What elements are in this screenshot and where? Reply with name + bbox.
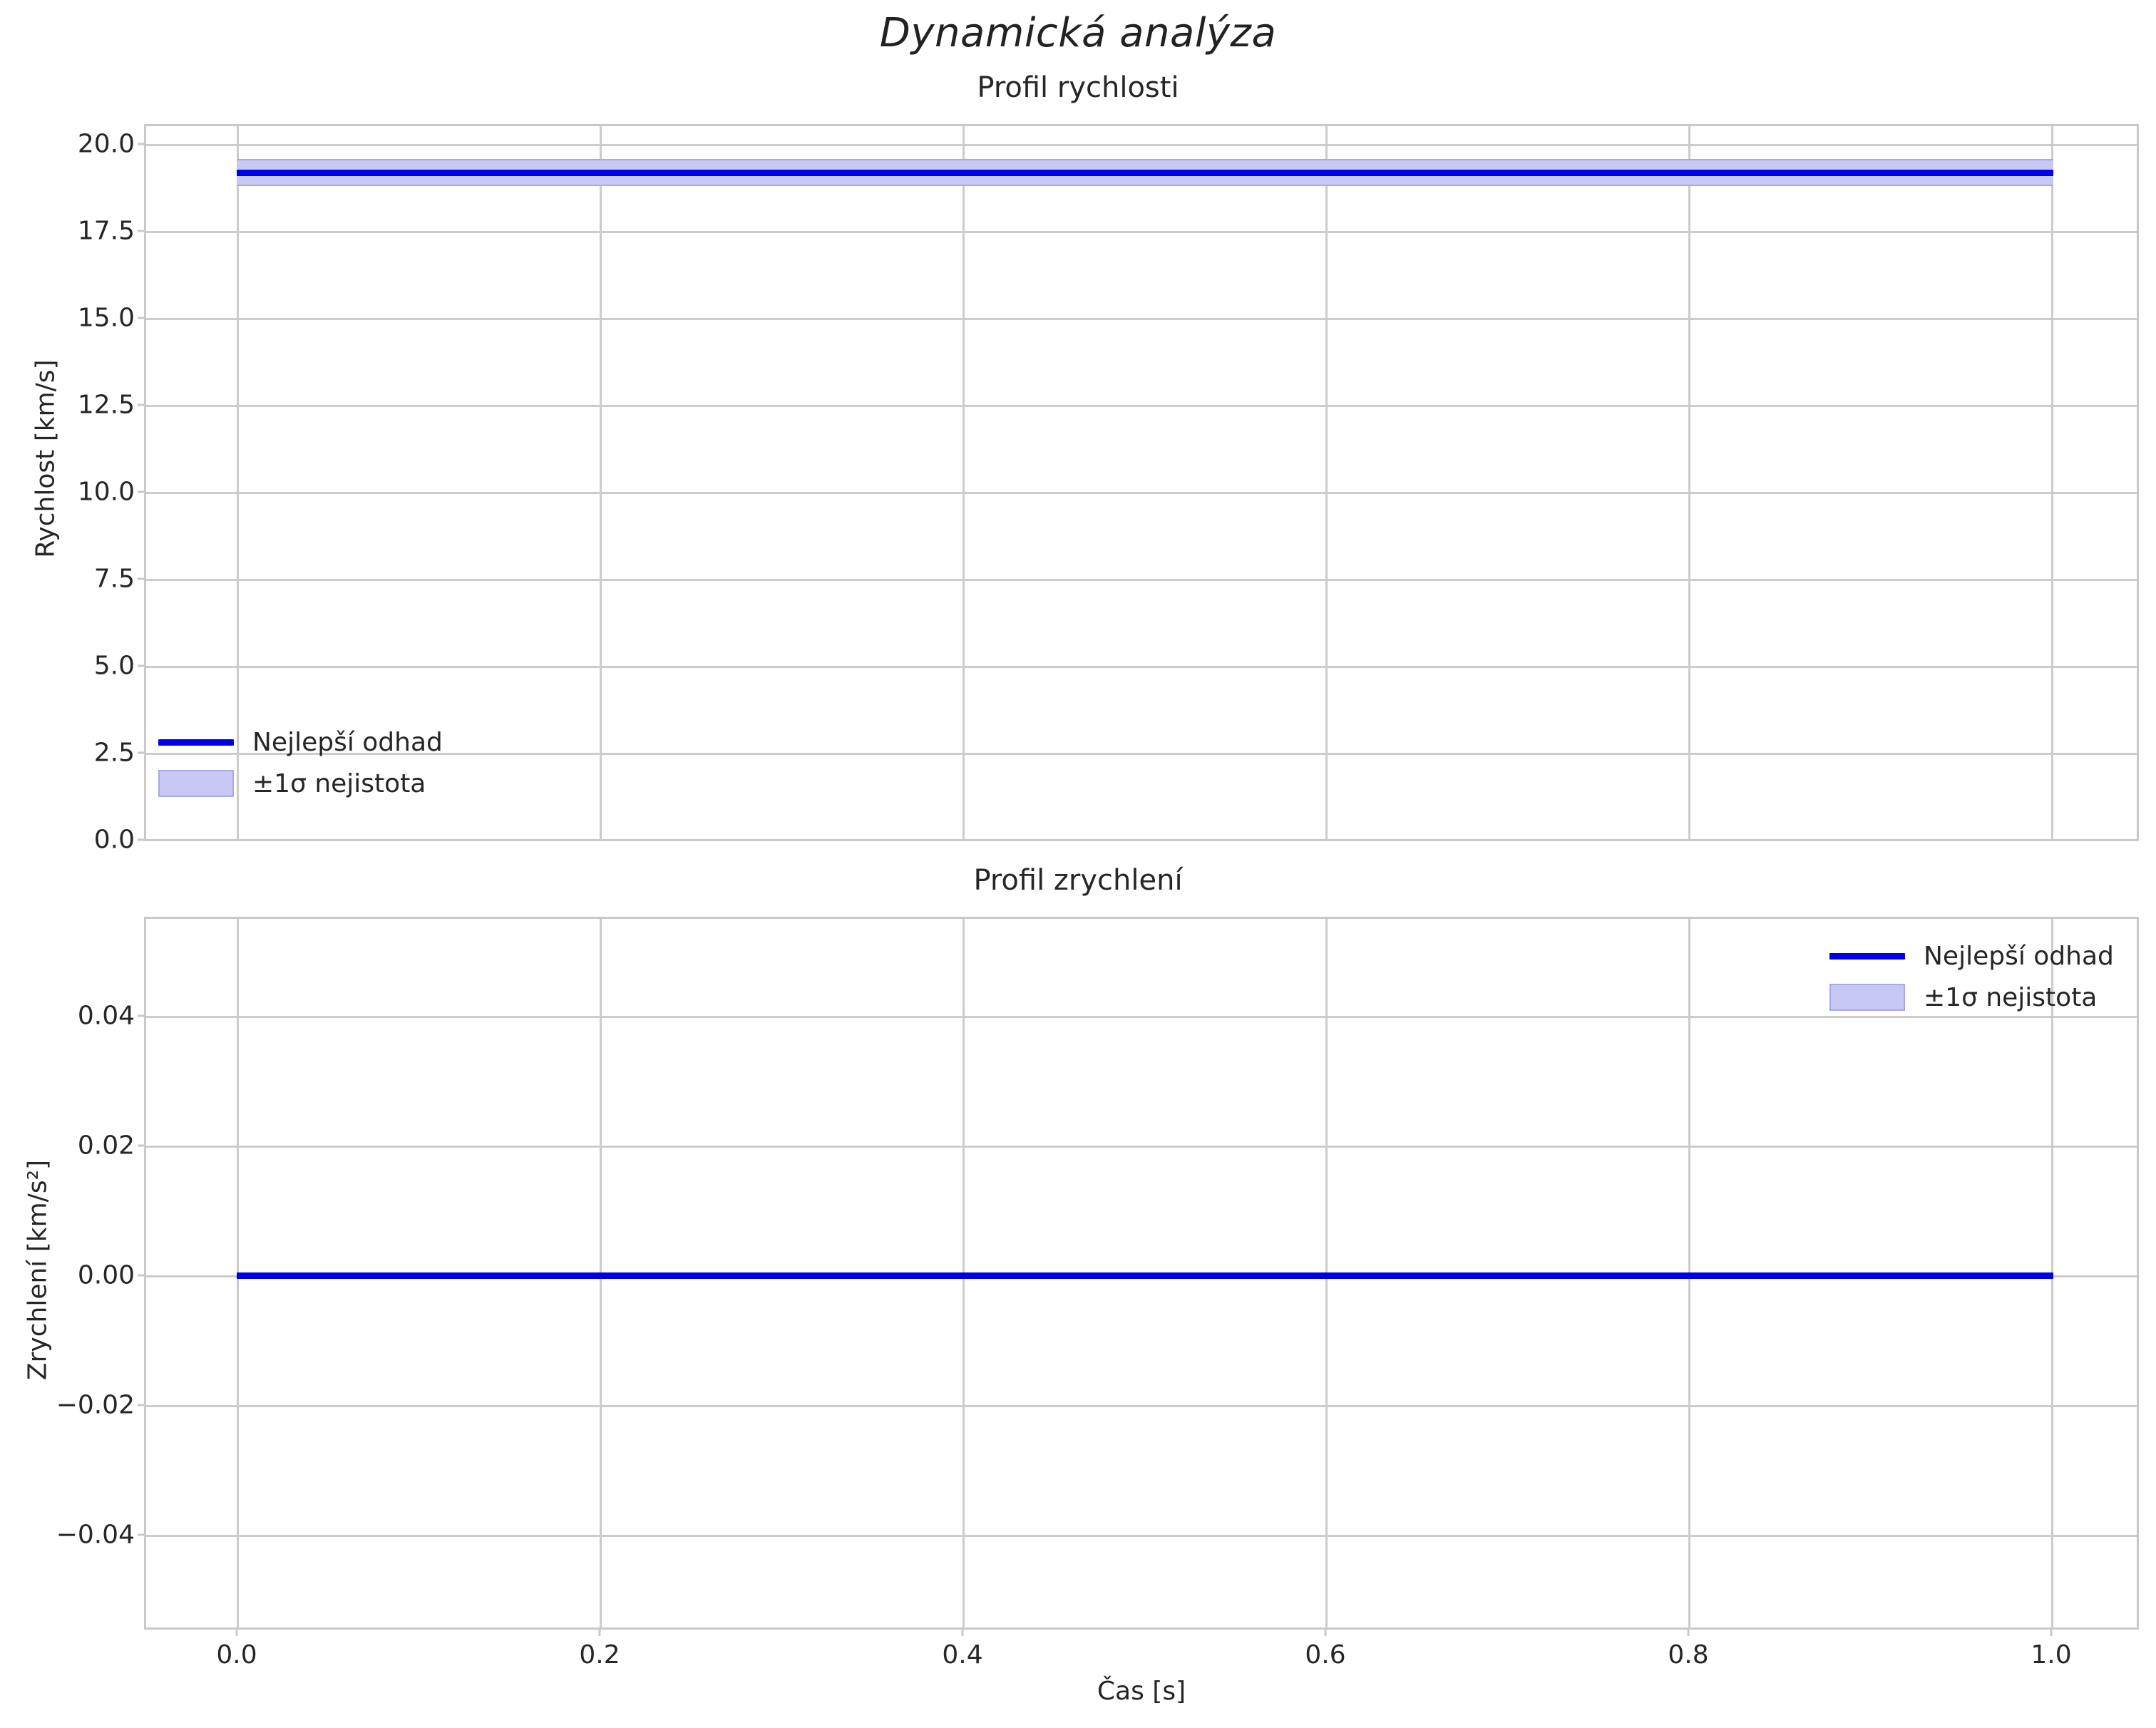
acceleration-best-estimate-line (237, 1272, 2053, 1279)
gridline-y-15.0 (146, 318, 2137, 320)
gridline-y-0.04 (146, 1016, 2137, 1018)
legend-patch-swatch (1821, 984, 1914, 1011)
ytickmark-velocity-10.0 (138, 490, 146, 493)
gridline-x-0.2 (600, 126, 602, 839)
ytick-label-velocity-5: 12.5 (77, 390, 135, 420)
ytick-label-velocity-1: 2.5 (93, 738, 135, 768)
gridline-y-5.0 (146, 666, 2137, 668)
legend-item-best-estimate: Nejlepší odhad (150, 721, 443, 763)
ytick-label-velocity-3: 7.5 (93, 564, 135, 594)
figure-suptitle: Dynamická analýza (879, 10, 1277, 56)
gridline-y-7.5 (146, 579, 2137, 581)
xtickmark-0.6 (1324, 1627, 1327, 1636)
legend-line-swatch (1821, 952, 1914, 960)
ytick-label-velocity-0: 0.0 (93, 825, 135, 855)
ytickmark-acceleration-0.04 (138, 1014, 146, 1017)
ytick-label-velocity-4: 10.0 (77, 477, 135, 507)
acceleration-plot-inner (146, 919, 2137, 1627)
acceleration-y-axis-label: Zrychlení [km/s²] (23, 1159, 53, 1381)
legend-label-uncertainty: ±1σ nejistota (1924, 982, 2098, 1012)
xtick-label-2: 0.4 (942, 1640, 983, 1670)
ytick-label-acceleration-1: 0.02 (77, 1131, 135, 1161)
xtick-label-1: 0.2 (579, 1640, 620, 1670)
xtickmark-0.8 (1687, 1627, 1690, 1636)
gridline-x-0.0 (237, 126, 239, 839)
gridline-y-20.0 (146, 144, 2137, 146)
xtickmark-1.0 (2050, 1627, 2053, 1636)
gridline-x-0.4 (962, 126, 965, 839)
patch-swatch-icon (158, 770, 234, 797)
ytickmark-velocity-17.5 (138, 230, 146, 232)
legend-item-uncertainty: ±1σ nejistota (1821, 977, 2114, 1018)
velocity-chart-title: Profil rychlosti (977, 71, 1179, 104)
line-swatch-icon (1829, 952, 1905, 960)
gridline-y--0.04 (146, 1535, 2137, 1537)
legend-label-best-estimate: Nejlepší odhad (1924, 941, 2114, 971)
gridline-y--0.02 (146, 1405, 2137, 1407)
ytickmark-acceleration-0.00 (138, 1274, 146, 1277)
ytick-label-velocity-7: 17.5 (77, 216, 135, 246)
ytick-label-velocity-8: 20.0 (77, 129, 135, 159)
ytickmark-acceleration--0.02 (138, 1404, 146, 1406)
gridline-y-0.02 (146, 1146, 2137, 1148)
legend-label-best-estimate: Nejlepší odhad (252, 727, 443, 757)
ytickmark-velocity-2.5 (138, 751, 146, 754)
xtick-label-5: 1.0 (2031, 1640, 2072, 1670)
ytick-label-acceleration-0: 0.04 (77, 1001, 135, 1031)
velocity-plot-inner (146, 126, 2137, 839)
legend-patch-swatch (150, 770, 242, 797)
gridline-y-10.0 (146, 492, 2137, 494)
ytickmark-velocity-12.5 (138, 403, 146, 406)
legend-item-best-estimate: Nejlepší odhad (1821, 935, 2114, 977)
ytick-label-acceleration-3: −0.02 (56, 1390, 135, 1420)
legend-line-swatch (150, 739, 242, 746)
ytick-label-velocity-6: 15.0 (77, 303, 135, 333)
velocity-legend: Nejlepší odhad ±1σ nejistota (150, 721, 443, 804)
xtick-label-3: 0.6 (1305, 1640, 1346, 1670)
acceleration-plot-area: 0.04 0.02 0.00 −0.02 −0.04 0.0 0.2 0.4 0… (56, 917, 2139, 1670)
patch-swatch-icon (1829, 984, 1905, 1011)
ytick-label-acceleration-2: 0.00 (77, 1260, 135, 1290)
xtickmark-0.4 (961, 1627, 964, 1636)
legend-label-uncertainty: ±1σ nejistota (252, 768, 426, 798)
x-axis-label: Čas [s] (1097, 1677, 1186, 1706)
ytickmark-velocity-5.0 (138, 664, 146, 667)
gridline-y-2.5 (146, 753, 2137, 755)
gridline-x-0.8 (1688, 126, 1690, 839)
ytickmark-velocity-0.0 (138, 838, 146, 841)
velocity-best-estimate-line (237, 170, 2053, 176)
gridline-x-1.0 (2051, 126, 2053, 839)
ytickmark-velocity-15.0 (138, 317, 146, 319)
xtickmark-0.0 (235, 1627, 238, 1636)
xtickmark-0.2 (598, 1627, 601, 1636)
acceleration-chart-title: Profil zrychlení (973, 864, 1183, 897)
line-swatch-icon (158, 739, 234, 746)
ytickmark-velocity-20.0 (138, 143, 146, 145)
gridline-y-12.5 (146, 405, 2137, 407)
ytick-label-velocity-2: 5.0 (93, 651, 135, 681)
legend-item-uncertainty: ±1σ nejistota (150, 763, 443, 804)
acceleration-legend: Nejlepší odhad ±1σ nejistota (1821, 935, 2114, 1018)
xtick-label-4: 0.8 (1668, 1640, 1709, 1670)
gridline-x-0.6 (1325, 126, 1328, 839)
velocity-plot-area: 20.0 17.5 15.0 12.5 10.0 7.5 5.0 2.5 0.0 (78, 124, 2139, 855)
ytickmark-acceleration-0.02 (138, 1144, 146, 1147)
ytickmark-velocity-7.5 (138, 577, 146, 580)
ytickmark-acceleration--0.04 (138, 1533, 146, 1536)
ytick-label-acceleration-4: −0.04 (56, 1520, 135, 1550)
xtick-label-0: 0.0 (216, 1640, 257, 1670)
velocity-y-axis-label: Rychlost [km/s] (31, 359, 61, 558)
gridline-y-17.5 (146, 231, 2137, 233)
